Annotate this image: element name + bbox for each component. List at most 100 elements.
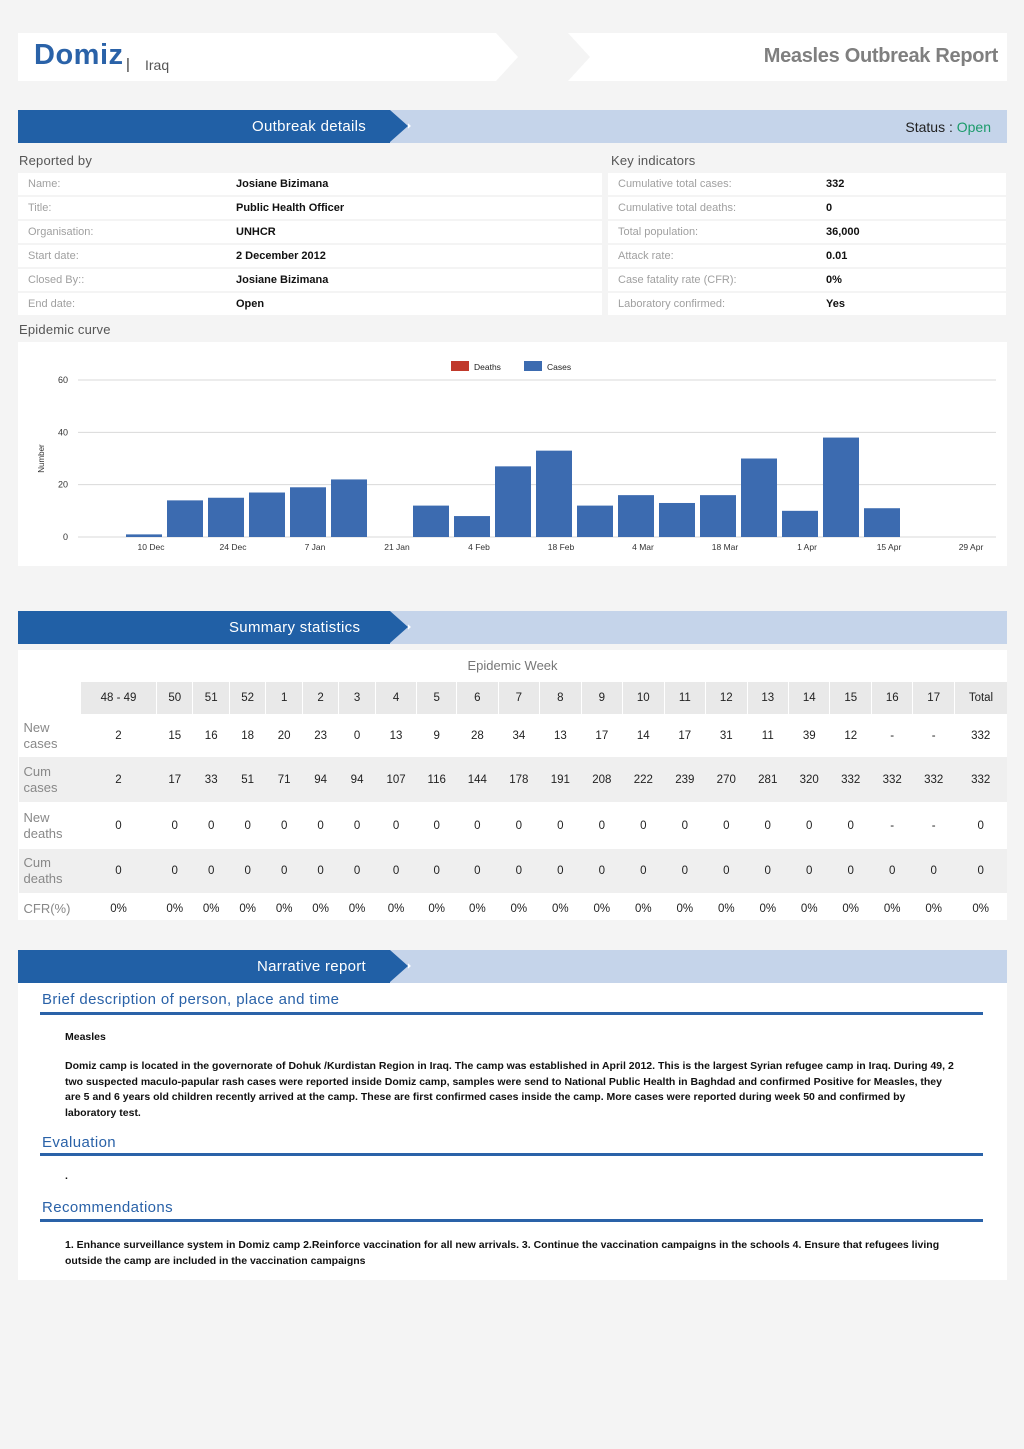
week-column-header: 14	[787, 682, 830, 714]
stats-cell: 270	[705, 757, 748, 802]
week-column-header: Total	[953, 682, 1007, 714]
stats-cell: 94	[302, 757, 339, 802]
disease-name: Measles	[65, 1031, 106, 1043]
legend-cases-label: Cases	[547, 362, 571, 372]
epidemic-curve-label: Epidemic curve	[19, 322, 111, 337]
reported-by-key: Closed By::	[18, 269, 226, 291]
table-corner	[18, 682, 81, 714]
week-column-header: 10	[622, 682, 665, 714]
key-indicator-row: Cumulative total cases: 332	[608, 173, 1006, 195]
stats-cell: 0	[474, 819, 481, 832]
stats-cell: 14	[636, 729, 650, 742]
stats-cell: 31	[719, 729, 733, 742]
stats-cell: 0	[829, 849, 872, 893]
stats-row: CFR(%) 0% 0% 0% 0% 0% 0% 0% 0% 0% 0% 0% 0% 0% 0% 0% 0% 0%…	[19, 893, 1008, 925]
y-tick-label: 0	[63, 532, 68, 542]
banner-arrow	[390, 611, 408, 643]
stats-cell: 0	[871, 849, 913, 893]
stats-cell: 0	[723, 819, 730, 832]
stats-cell: 0%	[312, 903, 329, 915]
stats-cell: 17	[678, 729, 692, 742]
stats-cell: 0%	[593, 903, 611, 915]
stats-cell: 0%	[166, 903, 184, 915]
y-tick-label: 20	[58, 480, 68, 490]
stats-cell: 0	[229, 849, 266, 893]
stats-cell: 0	[539, 849, 582, 893]
reported-by-row: End date: Open	[18, 293, 602, 315]
stats-cell: 94	[338, 757, 376, 802]
summary-statistics-title: Summary statistics	[229, 619, 361, 636]
stats-cell: 222	[622, 757, 665, 802]
x-tick-label: 1 Apr	[797, 542, 817, 552]
stats-cell: 332	[912, 757, 955, 802]
stats-cell: 320	[788, 757, 830, 802]
key-indicator-value: 332	[816, 173, 1006, 195]
stats-cell: 0	[640, 819, 647, 832]
case-bar	[495, 466, 531, 537]
stats-row-label: Cum cases	[18, 757, 81, 802]
case-bar	[126, 534, 162, 537]
stats-cell: 0	[115, 819, 122, 832]
banner-arrow	[390, 950, 408, 982]
reported-by-value: 2 December 2012	[226, 245, 602, 267]
stats-row: New cases 2 15 16 18 20 23 0 13 9 28 34 13 17 14 17 31 11…	[19, 714, 1008, 757]
reported-by-value: UNHCR	[226, 221, 602, 243]
case-bar	[331, 479, 367, 537]
outbreak-details-banner: Outbreak details Status : Open	[18, 110, 1007, 143]
key-indicator-row: Total population: 36,000	[608, 221, 1006, 243]
stats-cell: 0	[171, 819, 178, 832]
stats-cell: 18	[241, 729, 255, 742]
stats-cell: -	[890, 819, 895, 832]
stats-cell: 0	[353, 819, 361, 832]
x-tick-label: 15 Apr	[877, 542, 902, 552]
week-column-header: 12	[705, 682, 748, 714]
stats-cell: 0%	[842, 903, 860, 915]
stats-cell: 281	[747, 757, 789, 802]
stats-cell: 20	[277, 729, 291, 742]
header-right-notch	[568, 33, 590, 81]
stats-cell: 51	[229, 757, 266, 802]
stats-cell: 0	[302, 849, 339, 893]
key-indicator-value: Yes	[816, 293, 1006, 315]
stats-cell: 0	[912, 849, 955, 893]
x-tick-label: 18 Feb	[548, 542, 575, 552]
stats-cell: 116	[416, 757, 457, 802]
country-name: Iraq	[145, 57, 170, 73]
stats-cell: 0	[156, 849, 193, 893]
reported-by-row: Organisation: UNHCR	[18, 221, 602, 243]
stats-row: Cum deaths 0 0 0 0 0 0 0 0 0 0 0 0 0 0 0 0 0 0 0 0 0 0	[18, 849, 1007, 893]
x-tick-label: 29 Apr	[959, 542, 984, 552]
reported-by-key: Organisation:	[18, 221, 226, 243]
evaluation-heading: Evaluation	[42, 1134, 117, 1151]
stats-cell: 0	[764, 819, 771, 832]
case-bar	[618, 495, 654, 537]
stats-cell: 28	[470, 729, 484, 742]
week-column-header: 13	[746, 682, 789, 714]
stats-cell: 0	[664, 849, 706, 893]
reported-by-value: Josiane Bizimana	[226, 173, 602, 195]
legend-cases-swatch	[524, 361, 542, 371]
banner-dark-segment	[18, 611, 390, 644]
key-indicator-row: Laboratory confirmed: Yes	[608, 293, 1006, 315]
key-indicator-row: Cumulative total deaths: 0	[608, 197, 1006, 219]
case-bar	[864, 508, 900, 537]
week-column-header: 5	[416, 682, 457, 714]
stats-cell: 0%	[348, 903, 366, 915]
description-rule	[40, 1012, 983, 1015]
x-tick-label: 7 Jan	[305, 542, 326, 552]
y-tick-label: 40	[58, 427, 68, 437]
outbreak-details-title: Outbreak details	[252, 118, 367, 135]
stats-cell: 0	[705, 849, 748, 893]
stats-cell: 0	[456, 849, 499, 893]
week-column-header: 8	[539, 682, 582, 714]
stats-cell: 0%	[717, 903, 735, 915]
case-bar	[454, 516, 490, 537]
week-column-header: 2	[301, 682, 339, 714]
reported-by-value: Josiane Bizimana	[226, 269, 602, 291]
narrative-report-title: Narrative report	[257, 958, 367, 975]
stats-cell: 16	[204, 729, 218, 742]
case-bar	[413, 505, 449, 537]
stats-cell: 71	[265, 757, 303, 802]
stats-cell: -	[931, 819, 936, 832]
stats-cell: 0	[498, 849, 540, 893]
